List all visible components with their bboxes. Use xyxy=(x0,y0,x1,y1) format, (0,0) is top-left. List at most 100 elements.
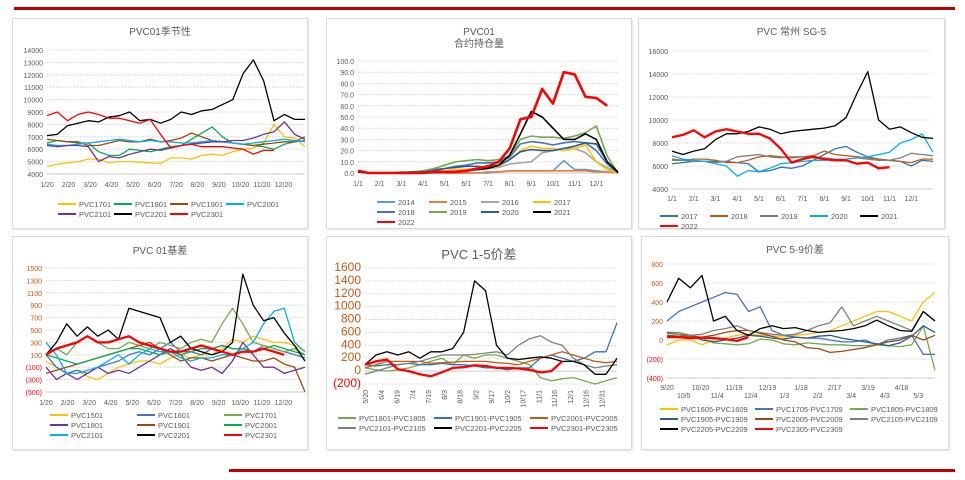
y-tick-label: 16000 xyxy=(649,49,669,56)
legend-item: PVC2301 xyxy=(170,209,226,219)
legend-label: 2020 xyxy=(502,207,519,217)
x-tick-label: 7/20 xyxy=(169,182,183,189)
legend-swatch xyxy=(660,418,678,420)
x-tick-label: 9/20 xyxy=(212,182,226,189)
y-tick-label: 1500 xyxy=(26,266,42,273)
y-tick-label: 30.0 xyxy=(340,137,354,144)
legend-label: PVC1801 xyxy=(135,199,168,209)
x-tick-label: 8/3 xyxy=(442,390,449,400)
legend-label: 2017 xyxy=(681,211,698,221)
series-line-2022 xyxy=(671,128,890,170)
x-tick-label: 4/3 xyxy=(880,393,890,400)
x-tick-label: 11/1 xyxy=(536,390,543,403)
legend-item: PVC1805-PVC1809 xyxy=(850,404,945,414)
legend-swatch xyxy=(224,414,242,416)
x-tick-label: 6/20 xyxy=(147,400,161,407)
legend-pvc01-open-interest: 2014 2015 2016 2017 2018 2019 2020 2021 2022 xyxy=(377,197,599,227)
legend-label: PVC2001 xyxy=(247,199,280,209)
legend-item: 2017 xyxy=(660,211,710,221)
y-tick-label: (500) xyxy=(26,390,42,397)
y-tick-label: 50.0 xyxy=(340,115,354,122)
y-tick-label: 1300 xyxy=(26,278,42,285)
legend-swatch xyxy=(755,418,773,420)
x-tick-label: 9/1 xyxy=(841,196,851,203)
y-tick-label: 800 xyxy=(651,262,663,269)
y-tick-label: 400 xyxy=(341,337,361,351)
legend-swatch xyxy=(170,203,188,205)
legend-item: PVC2001 xyxy=(226,199,282,209)
x-tick-label: 10/2 xyxy=(505,390,512,404)
y-tick-label: 90.0 xyxy=(340,70,354,77)
x-tick-label: 1/18 xyxy=(794,385,808,392)
legend-item: 2019 xyxy=(429,207,481,217)
legend-item: 2021 xyxy=(860,211,910,221)
x-tick-label: 12/20 xyxy=(275,400,293,407)
series-line-PVC1905-PVC1909 xyxy=(666,325,936,347)
legend-swatch xyxy=(170,213,188,215)
legend-swatch xyxy=(850,408,868,410)
chart-2: 4000 6000 8000 10000 12000 14000 16000 1/1 2/1 3/… xyxy=(649,49,934,203)
x-tick-label: 11/16 xyxy=(552,390,559,407)
legend-pvc-1-5-spread: PVC1801-PVC1805 PVC1901-PVC1905 PVC2001-PV… xyxy=(338,413,630,433)
legend-label: PVC2301 xyxy=(191,209,224,219)
x-tick-label: 6/19 xyxy=(395,390,402,404)
x-tick-label: 10/1 xyxy=(861,196,875,203)
legend-swatch xyxy=(860,215,878,217)
legend-swatch xyxy=(377,201,395,203)
legend-swatch xyxy=(755,428,773,430)
y-tick-label: 0 xyxy=(354,363,361,377)
y-tick-label: 1600 xyxy=(334,260,361,274)
x-tick-label: 12/1 xyxy=(568,390,575,404)
y-tick-label: 1000 xyxy=(334,299,361,313)
legend-swatch xyxy=(530,417,548,419)
y-tick-label: (100) xyxy=(26,365,42,372)
legend-swatch xyxy=(533,211,551,213)
legend-swatch xyxy=(114,213,132,215)
x-tick-label: 1/20 xyxy=(39,400,53,407)
legend-label: 2018 xyxy=(731,211,748,221)
legend-label: PVC1801-PVC1805 xyxy=(359,413,426,423)
y-tick-label: (400) xyxy=(647,376,663,383)
legend-label: 2014 xyxy=(398,197,415,207)
x-tick-label: 8/1 xyxy=(819,196,829,203)
legend-item: PVC2001 xyxy=(224,420,311,430)
x-tick-label: 7/20 xyxy=(169,400,183,407)
legend-label: 2016 xyxy=(502,197,519,207)
x-tick-label: 8/20 xyxy=(190,400,204,407)
legend-item: PVC1601 xyxy=(137,410,224,420)
x-tick-label: 9/20 xyxy=(660,385,674,392)
x-tick-label: 12/16 xyxy=(584,390,591,408)
x-tick-label: 7/1 xyxy=(798,196,808,203)
legend-item: PVC2301 xyxy=(224,430,311,440)
y-tick-label: (200) xyxy=(333,376,361,390)
legend-swatch xyxy=(429,211,447,213)
legend-swatch xyxy=(429,201,447,203)
x-tick-label: 7/19 xyxy=(426,390,433,404)
legend-label: 2022 xyxy=(398,217,415,227)
x-tick-label: 4/1 xyxy=(732,196,742,203)
y-tick-label: 600 xyxy=(651,281,663,288)
legend-label: 2018 xyxy=(398,207,415,217)
legend-label: PVC1901-PVC1905 xyxy=(455,413,522,423)
legend-label: PVC1901 xyxy=(191,199,224,209)
x-tick-label: 9/1 xyxy=(526,181,536,188)
x-tick-label: 4/20 xyxy=(104,400,118,407)
legend-item: 2019 xyxy=(760,211,810,221)
y-tick-label: 10.0 xyxy=(340,160,354,167)
legend-pvc01-seasonal: PVC1701 PVC1801 PVC1901 PVC2001 PVC2101 PVC22… xyxy=(58,199,294,219)
series-line-PVC2005-PVC2009 xyxy=(666,329,936,354)
legend-label: 2019 xyxy=(781,211,798,221)
legend-item: PVC2101-PVC2105 xyxy=(338,423,434,433)
y-tick-label: 600 xyxy=(341,324,361,338)
legend-item: 2014 xyxy=(377,197,429,207)
legend-item: PVC2001-PVC2005 xyxy=(530,413,626,423)
y-tick-label: 200 xyxy=(341,350,361,364)
legend-item: PVC2201-PVC2205 xyxy=(434,423,530,433)
x-tick-label: 6/1 xyxy=(776,196,786,203)
x-tick-label: 6/20 xyxy=(148,182,162,189)
legend-label: PVC2301 xyxy=(245,430,278,440)
y-tick-label: 7000 xyxy=(27,135,43,142)
legend-label: PVC1601 xyxy=(158,410,191,420)
x-tick-label: 10/5 xyxy=(677,393,691,400)
legend-label: PVC1905-PVC1909 xyxy=(681,414,748,424)
